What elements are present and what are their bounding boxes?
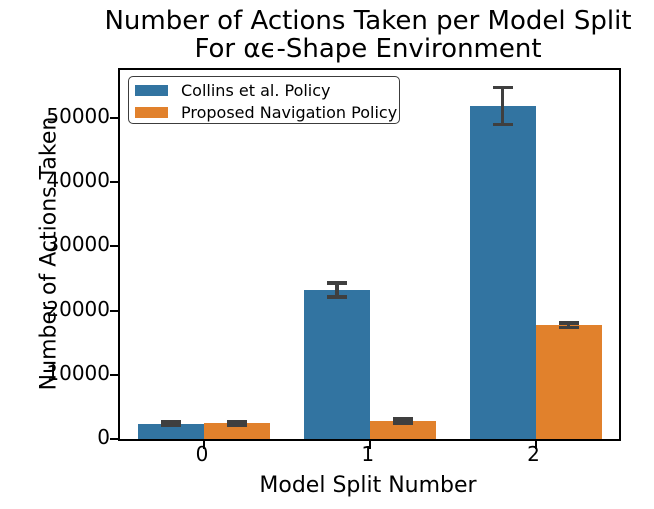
x-tick-label: 1 [361,442,375,466]
legend-swatch-collins [135,85,168,96]
legend-item-collins: Collins et al. Policy [135,80,399,101]
y-tick-label: 50000 [46,104,110,129]
bar-collins-split1 [303,290,370,439]
y-tick-mark [110,438,118,440]
error-bar-proposed-split2-line [566,322,571,328]
error-bar-collins-split1-line [335,283,339,298]
y-tick-mark [110,117,118,120]
error-bar-proposed-split1-line [401,419,405,423]
bar-proposed-split1 [369,421,436,439]
legend-label-collins: Collins et al. Policy [181,81,331,100]
x-tick-mark [534,441,537,449]
error-bar-proposed-split0-cap-top [227,419,247,424]
bar-proposed-split0 [204,423,270,439]
error-bar-collins-split1-cap-top [326,281,347,285]
error-bar-collins-split2-cap-top [492,85,513,90]
bar-collins-split0 [138,423,204,439]
error-bar-proposed-split2-cap-top [558,321,579,325]
error-bar-collins-split1-cap-bottom [326,295,347,299]
error-bar-proposed-split2-cap-bottom [558,325,579,330]
y-tick-mark [110,181,118,184]
bar-proposed-split2 [535,325,602,439]
error-bar-collins-split0-cap-top [161,420,181,424]
y-tick-label: 20000 [46,296,110,321]
y-tick-mark [110,245,118,248]
x-axis-label: Model Split Number [259,473,477,498]
error-bar-collins-split2-cap-bottom [492,122,513,127]
y-tick-label: 30000 [46,232,110,257]
error-bar-collins-split0-cap-bottom [161,423,181,427]
legend-item-proposed: Proposed Navigation Policy [135,102,399,123]
y-tick-mark [110,373,118,376]
legend-swatch-proposed [135,107,168,118]
y-tick-label: 0 [97,425,110,449]
error-bar-proposed-split1-cap-top [392,417,413,421]
plot-area [110,68,621,449]
chart-title-line2: For αϵ-Shape Environment [194,34,542,64]
y-tick-mark [110,309,118,312]
x-tick-label: 2 [527,442,540,466]
x-tick-mark [203,441,205,449]
x-tick-label: 0 [195,442,209,466]
x-tick-mark [368,441,371,449]
bar-collins-split2 [469,105,536,439]
chart-title-line1: Number of Actions Taken per Model Split [104,6,632,36]
y-tick-label: 10000 [46,360,110,385]
error-bar-collins-split2-line [500,87,505,125]
legend: Collins et al. Policy Proposed Navigatio… [128,76,400,124]
error-bar-proposed-split0-cap-bottom [227,423,247,427]
legend-label-proposed: Proposed Navigation Policy [181,103,398,122]
error-bar-proposed-split1-cap-bottom [392,421,413,425]
y-tick-label: 40000 [46,168,110,193]
